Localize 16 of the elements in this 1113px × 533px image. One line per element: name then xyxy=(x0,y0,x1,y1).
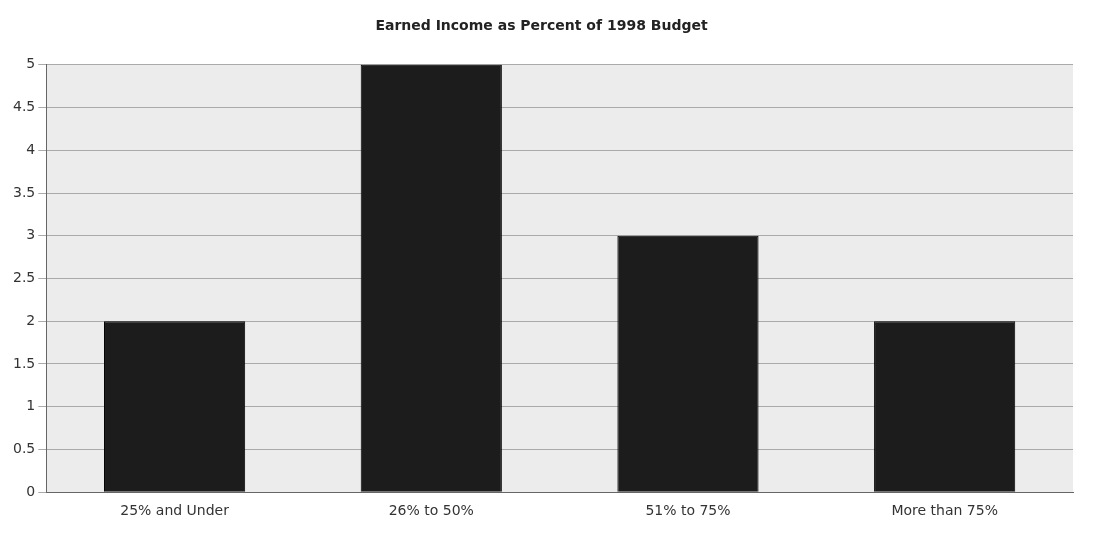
chart-title: Earned Income as Percent of 1998 Budget xyxy=(375,17,708,34)
y-tick-label: 3.5 xyxy=(13,183,36,200)
x-tick-label: 51% to 75% xyxy=(645,502,731,519)
y-tick-label: 4 xyxy=(26,140,36,157)
y-tick-label: 1.5 xyxy=(13,354,36,371)
y-tick-label: 1 xyxy=(26,397,36,414)
y-tick-label: 0 xyxy=(26,482,36,499)
x-tick-label: 25% and Under xyxy=(120,502,230,519)
x-tick-label: 26% to 50% xyxy=(388,502,474,519)
x-tick-label: More than 75% xyxy=(891,502,998,519)
y-tick-label: 3 xyxy=(26,226,36,243)
y-tick-label: 5 xyxy=(26,55,36,72)
y-tick-label: 4.5 xyxy=(13,98,36,115)
y-tick-label: 2.5 xyxy=(13,269,36,286)
y-tick-label: 0.5 xyxy=(13,440,36,457)
y-tick-label: 2 xyxy=(26,311,36,328)
